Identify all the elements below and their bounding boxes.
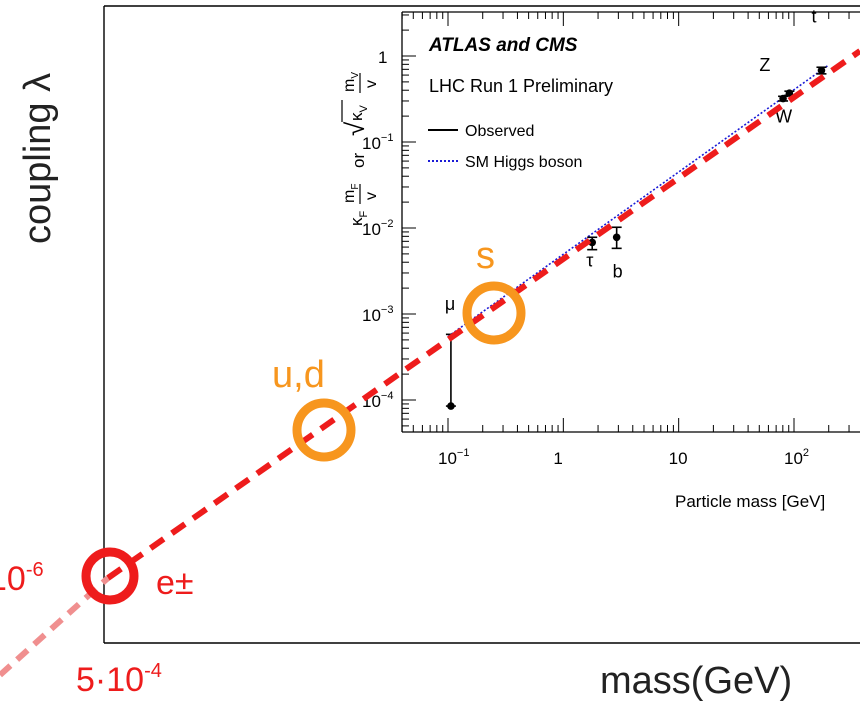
svg-text:√: √ (340, 121, 370, 136)
point-label-W: W (775, 107, 792, 127)
svg-text:v: v (363, 80, 380, 88)
inset-y-tick-label: 1 (378, 48, 387, 67)
svg-text:κV: κV (347, 105, 370, 122)
data-point-b (612, 233, 621, 242)
inset-subtitle: LHC Run 1 Preliminary (429, 76, 613, 96)
svg-text:mF: mF (341, 184, 361, 203)
data-point-Z (785, 89, 794, 97)
inset-x-tick-label: 10 (669, 449, 688, 468)
inset-x-tick-label: 102 (784, 447, 809, 468)
outer-y-origin-label: 10-6 (0, 559, 44, 598)
inset-y-tick-label: 10−1 (362, 132, 393, 153)
point-label-μ: μ (445, 294, 455, 314)
inset-title: ATLAS and CMS (428, 35, 578, 56)
data-point-μ (447, 402, 455, 410)
outer-y-axis-title: coupling λ (17, 73, 59, 244)
data-point-τ (588, 238, 597, 247)
marker-circle-ud (292, 398, 356, 462)
marker-label-electron: e± (156, 564, 194, 602)
inset-y-tick-label: 10−3 (362, 304, 393, 325)
inset-y-axis-label: κF mF v or √ κV mV v (340, 72, 380, 226)
legend-sm-label: SM Higgs boson (465, 154, 582, 171)
point-label-τ: τ (586, 250, 593, 270)
svg-text:v: v (363, 192, 380, 200)
inset-background (316, 8, 860, 508)
inset-y-tick-label: 10−2 (362, 218, 393, 239)
point-label-Z: Z (759, 55, 770, 75)
extrapolation-line (106, 48, 860, 581)
svg-text:κF: κF (347, 211, 370, 227)
inset-ticks (401, 12, 850, 432)
marker-circle-electron (81, 547, 139, 605)
point-label-b: b (613, 261, 623, 281)
svg-text:or: or (349, 153, 368, 168)
marker-label-ud: u,d (272, 354, 325, 396)
inset-x-tick-label: 1 (553, 449, 562, 468)
outer-x-origin-label: 5·10-4 (76, 660, 162, 699)
inset-x-axis-label: Particle mass [GeV] (675, 492, 825, 511)
point-label-t: t (811, 6, 816, 26)
outer-x-axis-title: mass(GeV) (600, 660, 792, 702)
legend-observed-label: Observed (465, 123, 534, 140)
svg-text:mV: mV (341, 72, 361, 92)
inset-x-tick-label: 10−1 (438, 447, 469, 468)
marker-circle-s (462, 281, 526, 345)
data-point-t (817, 66, 826, 75)
marker-label-s: s (476, 235, 495, 277)
data-point-W (779, 94, 787, 103)
